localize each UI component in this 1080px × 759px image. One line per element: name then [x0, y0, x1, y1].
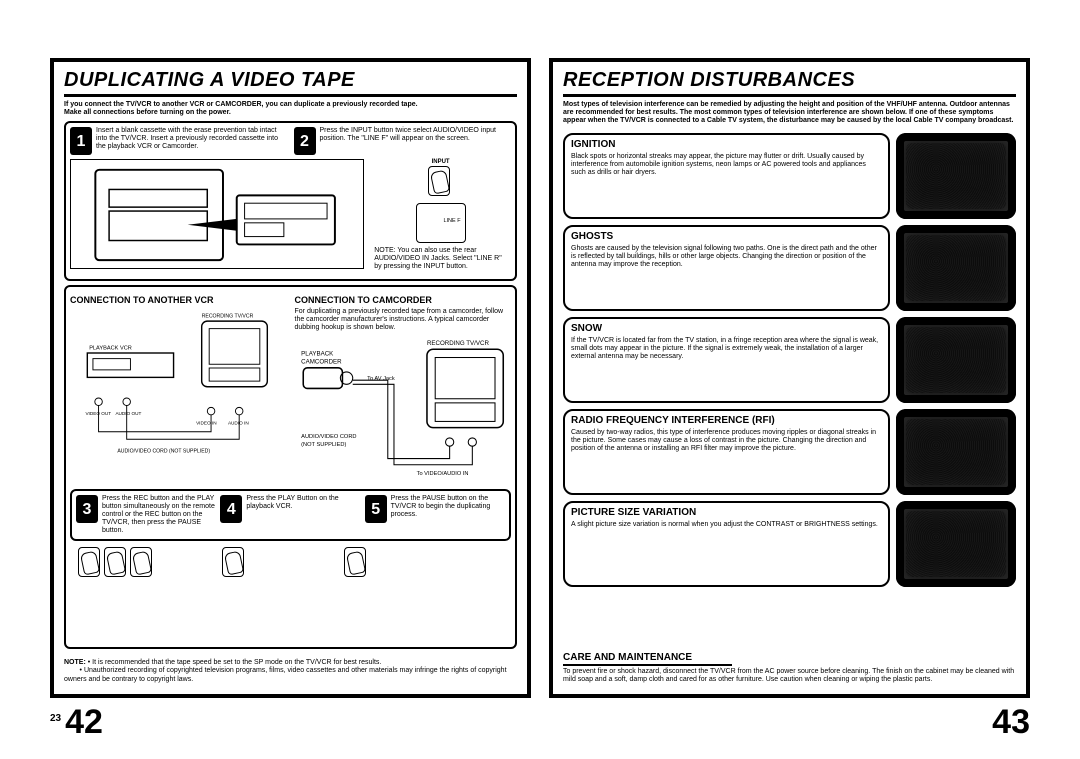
hand-press-icon: [428, 166, 450, 196]
step2-note: NOTE: You can also use the rear AUDIO/VI…: [374, 247, 507, 271]
hand-icon: [222, 547, 244, 577]
svg-text:AUDIO IN: AUDIO IN: [228, 420, 249, 425]
screen-line-f: LINE F: [443, 218, 460, 225]
step-number-3: 3: [76, 495, 98, 523]
conn-b-title: CONNECTION TO CAMCORDER: [295, 295, 512, 306]
connections-box: CONNECTION TO ANOTHER VCR RECORDING TV/V…: [64, 285, 517, 649]
dist-h: PICTURE SIZE VARIATION: [571, 507, 882, 519]
step-3: 3 Press the REC button and the PLAY butt…: [76, 495, 216, 535]
svg-text:AUDIO/VIDEO CORD: AUDIO/VIDEO CORD: [301, 434, 356, 440]
right-title: RECEPTION DISTURBANCES: [563, 68, 1016, 97]
dist-ghosts: GHOSTS Ghosts are caused by the televisio…: [563, 225, 1016, 311]
right-intro: Most types of television interference ca…: [563, 101, 1016, 125]
step-1: 1 Insert a blank cassette with the erase…: [70, 127, 288, 155]
steps-3-4-5: 3 Press the REC button and the PLAY butt…: [70, 489, 511, 541]
svg-text:PLAYBACK VCR: PLAYBACK VCR: [89, 345, 132, 351]
step-number-2: 2: [294, 127, 316, 155]
tv-thumb-icon: [896, 501, 1016, 587]
svg-text:AUDIO OUT: AUDIO OUT: [115, 411, 141, 416]
svg-text:To AV Jack: To AV Jack: [367, 376, 395, 382]
page-num-42: 42: [65, 703, 103, 741]
hand-icon: [78, 547, 100, 577]
hand-icons-row: [70, 547, 511, 580]
svg-text:(NOT SUPPLIED): (NOT SUPPLIED): [301, 442, 346, 448]
page-spread: DUPLICATING A VIDEO TAPE If you connect …: [50, 58, 1030, 698]
svg-text:PLAYBACK: PLAYBACK: [301, 350, 334, 357]
left-intro: If you connect the TV/VCR to another VCR…: [64, 101, 517, 117]
step-2: 2 Press the INPUT button twice select AU…: [294, 127, 512, 155]
care-body: To prevent fire or shock hazard, disconn…: [563, 668, 1016, 684]
dist-p: A slight picture size variation is norma…: [571, 521, 882, 529]
care-heading: CARE AND MAINTENANCE: [563, 652, 732, 666]
page-numbers: 23 42 43: [50, 702, 1030, 743]
conn-a-title: CONNECTION TO ANOTHER VCR: [70, 295, 287, 306]
step-5: 5 Press the PAUSE button on the TV/VCR t…: [365, 495, 505, 535]
dist-p: If the TV/VCR is located far from the TV…: [571, 337, 882, 361]
note-1: It is recommended that the tape speed be…: [92, 659, 381, 666]
input-label: INPUT: [374, 159, 507, 166]
step-1-text: Insert a blank cassette with the erase p…: [96, 127, 288, 155]
connection-camcorder: CONNECTION TO CAMCORDER For duplicating …: [295, 291, 512, 485]
note-label: NOTE:: [64, 659, 86, 666]
step-number-4: 4: [220, 495, 242, 523]
dist-rfi: RADIO FREQUENCY INTERFERENCE (RFI) Caused…: [563, 409, 1016, 495]
steps-1-2-box: 1 Insert a blank cassette with the erase…: [64, 121, 517, 281]
step-number-1: 1: [70, 127, 92, 155]
left-notes: NOTE: • It is recommended that the tape …: [64, 659, 517, 684]
tv-thumb-icon: [896, 133, 1016, 219]
dist-p: Caused by two-way radios, this type of i…: [571, 429, 882, 453]
vcr-insert-diagram: [70, 159, 364, 269]
dist-h: GHOSTS: [571, 231, 882, 243]
label-rec-tvvcr: RECORDING TV/VCR: [202, 313, 254, 319]
tv-thumb-icon: [896, 409, 1016, 495]
right-intro-text: Most types of television interference ca…: [563, 101, 1013, 124]
page-left: DUPLICATING A VIDEO TAPE If you connect …: [50, 58, 531, 698]
dist-h: IGNITION: [571, 139, 882, 151]
intro-line2: Make all connections before turning on t…: [64, 109, 231, 116]
step-2-body: Press the INPUT button twice select AUDI…: [320, 127, 497, 142]
dist-p: Black spots or horizontal streaks may ap…: [571, 153, 882, 177]
page-num-left: 23 42: [50, 702, 103, 743]
step-3-text: Press the REC button and the PLAY button…: [102, 495, 216, 535]
hand-icon: [104, 547, 126, 577]
page-num-right: 43: [992, 702, 1030, 743]
svg-text:RECORDING TV/VCR: RECORDING TV/VCR: [426, 340, 488, 347]
step-2-text: Press the INPUT button twice select AUDI…: [320, 127, 512, 155]
left-title: DUPLICATING A VIDEO TAPE: [64, 68, 517, 97]
step-4: 4 Press the PLAY Button on the playback …: [220, 495, 360, 535]
hand-icon: [130, 547, 152, 577]
dist-h: SNOW: [571, 323, 882, 335]
intro-bold: If you connect the TV/VCR to another VCR…: [64, 101, 418, 108]
disturbance-list: IGNITION Black spots or horizontal streak…: [563, 133, 1016, 648]
step-5-text: Press the PAUSE button on the TV/VCR to …: [391, 495, 505, 535]
dist-ignition: IGNITION Black spots or horizontal streak…: [563, 133, 1016, 219]
dist-p: Ghosts are caused by the television sign…: [571, 245, 882, 269]
step2-aux: INPUT LINE F NOTE: You can also use the …: [370, 155, 511, 275]
tv-thumb-icon: [896, 225, 1016, 311]
svg-text:CAMCORDER: CAMCORDER: [301, 359, 342, 366]
connection-vcr: CONNECTION TO ANOTHER VCR RECORDING TV/V…: [70, 291, 287, 485]
step-number-5: 5: [365, 495, 387, 523]
dist-picsize: PICTURE SIZE VARIATION A slight picture s…: [563, 501, 1016, 587]
svg-text:VIDEO IN: VIDEO IN: [196, 420, 217, 425]
tv-thumb-icon: [896, 317, 1016, 403]
hand-icon: [344, 547, 366, 577]
conn-b-diagram: RECORDING TV/VCR PLAYBACK CAMCORDER To AV…: [295, 332, 512, 482]
step-4-text: Press the PLAY Button on the playback VC…: [246, 495, 360, 535]
page-num-small: 23: [50, 713, 61, 724]
note-2: Unauthorized recording of copyrighted te…: [64, 667, 507, 682]
svg-text:To VIDEO/AUDIO IN: To VIDEO/AUDIO IN: [416, 471, 468, 477]
conn-a-diagram: RECORDING TV/VCR PLAYBACK VCR VIDEO OUT …: [70, 308, 287, 458]
dist-snow: SNOW If the TV/VCR is located far from th…: [563, 317, 1016, 403]
care-section: CARE AND MAINTENANCE To prevent fire or …: [563, 652, 1016, 684]
dist-h: RADIO FREQUENCY INTERFERENCE (RFI): [571, 415, 882, 427]
conn-b-intro: For duplicating a previously recorded ta…: [295, 308, 512, 332]
svg-text:AUDIO/VIDEO CORD (NOT SUPPLIED: AUDIO/VIDEO CORD (NOT SUPPLIED): [117, 448, 210, 454]
page-right: RECEPTION DISTURBANCES Most types of tel…: [549, 58, 1030, 698]
